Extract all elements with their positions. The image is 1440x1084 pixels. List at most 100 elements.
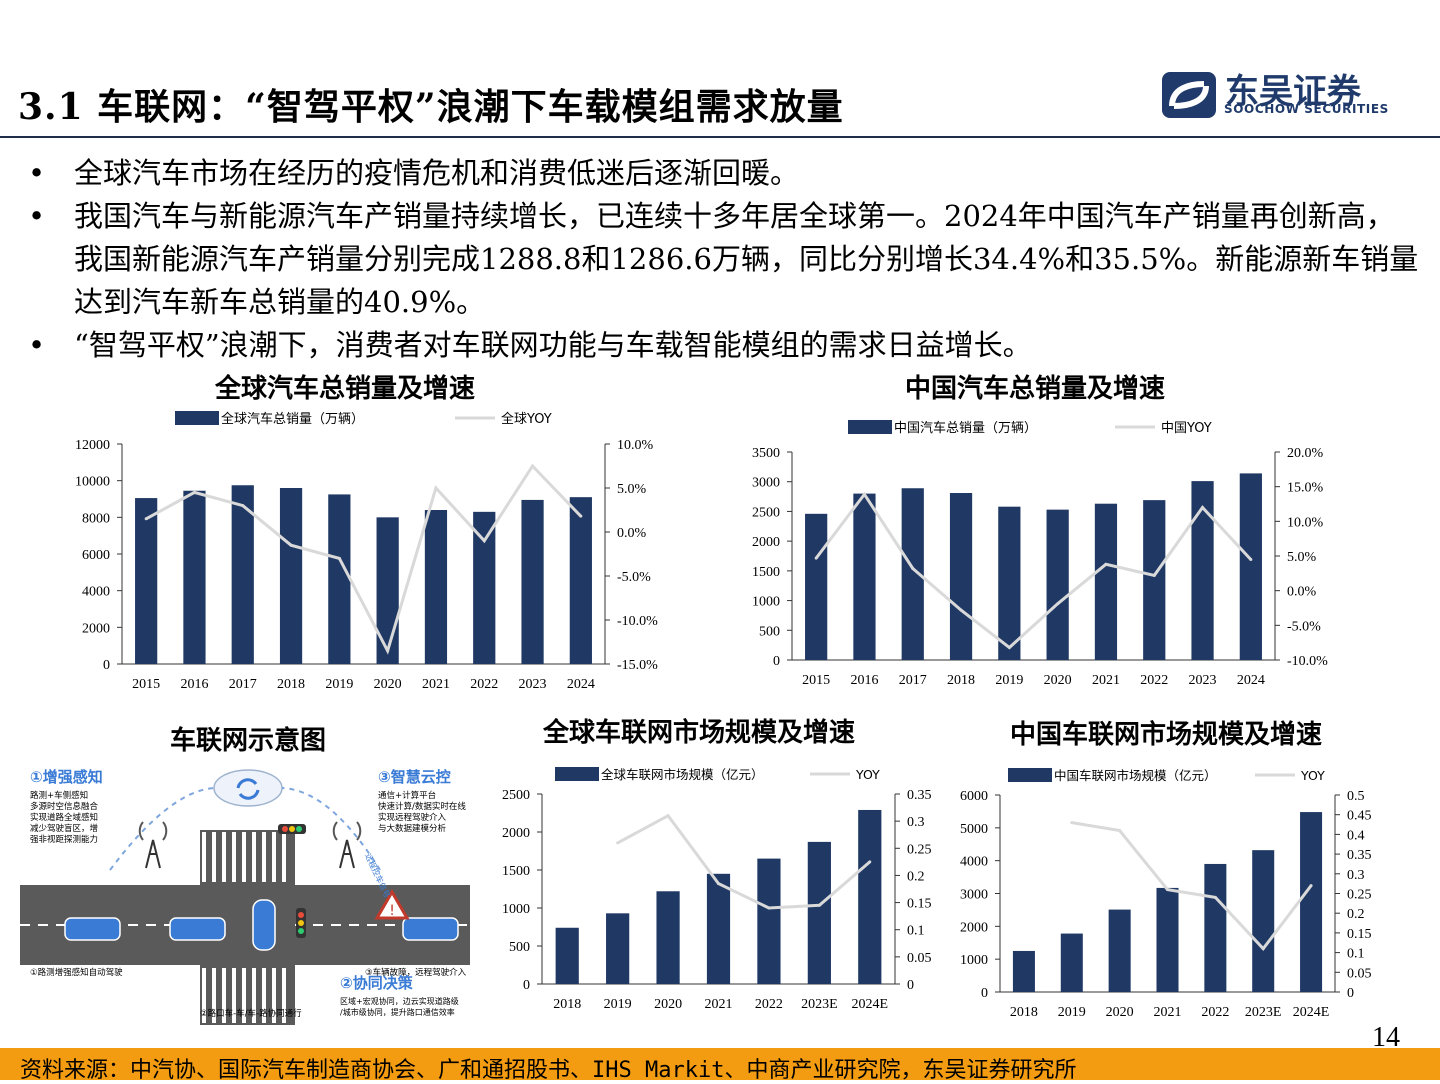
- bar: [998, 506, 1021, 660]
- bar: [901, 488, 924, 660]
- cell-tower-icon: [138, 821, 362, 869]
- y-tick-label-right: 0.15: [907, 897, 932, 912]
- bar: [949, 493, 973, 660]
- y-tick-label-right: 0.45: [1347, 809, 1372, 824]
- y-tick-label-left: 8000: [82, 511, 110, 526]
- x-tick-label: 2024: [567, 677, 595, 692]
- chart-legend: 中国车联网市场规模（亿元） YOY: [1008, 768, 1325, 783]
- bullet-text: 全球汽车市场在经历的疫情危机和消费低迷后逐渐回暖。: [74, 156, 800, 190]
- y-tick-label-right: 5.0%: [617, 482, 647, 497]
- bullet-text: 我国汽车与新能源汽车产销量持续增长，已连续十多年居全球第一。2024年中国汽车产…: [74, 199, 1419, 319]
- y-tick-label-right: 0.3: [1347, 868, 1365, 883]
- legend-swatch-bar: [555, 767, 599, 781]
- page-number: 14: [1372, 1022, 1400, 1053]
- x-tick-label: 2020: [1106, 1005, 1134, 1020]
- bullet-symbol: •: [28, 199, 46, 233]
- yoy-line: [815, 491, 1252, 650]
- y-tick-label-right: -15.0%: [617, 658, 658, 673]
- y-tick-label-left: 1000: [752, 595, 780, 610]
- svg-text:②协同决策: ②协同决策: [340, 974, 414, 992]
- x-tick-label: 2020: [374, 677, 402, 692]
- y-tick-label-left: 0: [103, 658, 110, 673]
- yoy-line: [616, 813, 871, 910]
- legend-label-line: YOY: [1300, 768, 1325, 783]
- bar: [555, 927, 579, 984]
- bar: [231, 485, 254, 664]
- bar: [424, 510, 448, 664]
- x-tick-label: 2024: [1237, 673, 1265, 688]
- yoy-point: [1213, 895, 1217, 899]
- yoy-point: [1007, 646, 1011, 650]
- chart-global-iov: 0 500 1000 1500 2000 2500 0 0.05 0.1 0.15 0.2 0.25 0…: [502, 767, 932, 1012]
- x-tick-label: 2016: [180, 677, 208, 692]
- chart-title-global-iov: 全球车联网市场规模及增速: [543, 718, 856, 748]
- chart-china-iov: 0 1000 2000 3000 4000 5000 6000 0 0.05 0.1 0.15 0.2…: [960, 768, 1372, 1020]
- x-tick-label: 2023: [519, 677, 547, 692]
- logo-icon: [1162, 72, 1216, 118]
- bullet-symbol: •: [28, 156, 46, 190]
- y-tick-label-left: 10000: [75, 475, 110, 490]
- x-tick-label: 2019: [995, 673, 1023, 688]
- yoy-point: [1309, 884, 1313, 888]
- chart-legend: 全球车联网市场规模（亿元） YOY: [555, 767, 880, 782]
- x-tick-label: 2019: [325, 677, 353, 692]
- yoy-point: [1249, 557, 1253, 561]
- y-tick-label-left: 500: [509, 940, 530, 955]
- bar: [1239, 473, 1262, 660]
- info-box-line: 区域+宏观协同，边云实现道路级: [340, 996, 459, 1006]
- y-tick-label-left: 1000: [960, 953, 988, 968]
- bar: [1143, 500, 1166, 660]
- info-box-number: ②: [340, 974, 353, 992]
- y-tick-label-left: 2000: [82, 621, 110, 636]
- x-tick-label: 2022: [1140, 673, 1168, 688]
- x-tick-label: 2018: [277, 677, 305, 692]
- yoy-point: [386, 649, 390, 653]
- yoy-point: [814, 556, 818, 560]
- diagram-title: 车联网示意图: [170, 726, 327, 756]
- y-tick-label-right: 15.0%: [1287, 481, 1324, 496]
- y-tick-label-right: 0.05: [1347, 966, 1372, 981]
- y-tick-label-left: 0: [773, 654, 780, 669]
- footer-bar: [0, 1048, 1440, 1080]
- x-tick-label: 2023E: [801, 997, 838, 1012]
- y-tick-label-right: 10.0%: [1287, 515, 1324, 530]
- x-tick-label: 2022: [755, 997, 783, 1012]
- y-tick-label-left: 2500: [502, 788, 530, 803]
- bar: [805, 513, 828, 660]
- x-tick-label: 2022: [1201, 1005, 1229, 1020]
- bar: [757, 858, 781, 984]
- cloud-icon: [213, 769, 283, 807]
- bar: [279, 488, 303, 664]
- y-tick-label-left: 3500: [752, 446, 780, 461]
- y-tick-label-left: 0: [981, 986, 988, 1001]
- bar: [807, 841, 831, 984]
- car-icon: [64, 899, 459, 951]
- y-tick-label-right: 0.4: [1347, 828, 1365, 843]
- y-tick-label-left: 4000: [960, 855, 988, 870]
- y-tick-label-left: 12000: [75, 438, 110, 453]
- y-tick-label-left: 1500: [502, 864, 530, 879]
- yoy-point: [531, 464, 535, 468]
- chart-title-china-sales: 中国汽车总销量及增速: [905, 374, 1166, 404]
- y-tick-label-right: 0.3: [907, 815, 925, 830]
- diagram-caption: ①路测增强感知自动驾驶: [30, 967, 123, 978]
- legend-swatch-bar: [1008, 768, 1052, 782]
- yoy-point: [192, 490, 196, 494]
- bar: [135, 498, 158, 664]
- y-tick-label-left: 3000: [752, 476, 780, 491]
- bar: [328, 494, 351, 664]
- bar: [656, 891, 680, 984]
- crosswalk: [202, 832, 286, 1023]
- bar: [1191, 481, 1214, 660]
- info-box-number: ①: [30, 768, 43, 786]
- info-box-line: 快速计算/数据实时在线: [378, 801, 466, 812]
- info-box-number: ③: [378, 768, 391, 786]
- y-tick-label-left: 4000: [82, 585, 110, 600]
- chart-title-global-sales: 全球汽车总销量及增速: [215, 374, 476, 404]
- y-tick-label-right: 20.0%: [1287, 446, 1324, 461]
- yoy-line: [145, 463, 582, 655]
- y-tick-label-left: 2000: [752, 535, 780, 550]
- x-tick-label: 2019: [1058, 1005, 1086, 1020]
- x-tick-label: 2023E: [1245, 1005, 1282, 1020]
- x-tick-label: 2023: [1189, 673, 1217, 688]
